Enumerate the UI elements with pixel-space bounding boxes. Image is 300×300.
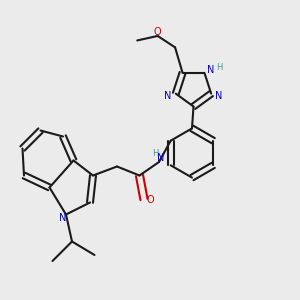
Text: N: N: [59, 213, 66, 223]
Text: H: H: [152, 149, 159, 158]
Text: N: N: [215, 91, 223, 101]
Text: N: N: [164, 91, 172, 101]
Text: N: N: [157, 153, 164, 164]
Text: O: O: [146, 195, 154, 205]
Text: H: H: [216, 63, 222, 72]
Text: O: O: [154, 27, 161, 38]
Text: N: N: [207, 65, 215, 75]
